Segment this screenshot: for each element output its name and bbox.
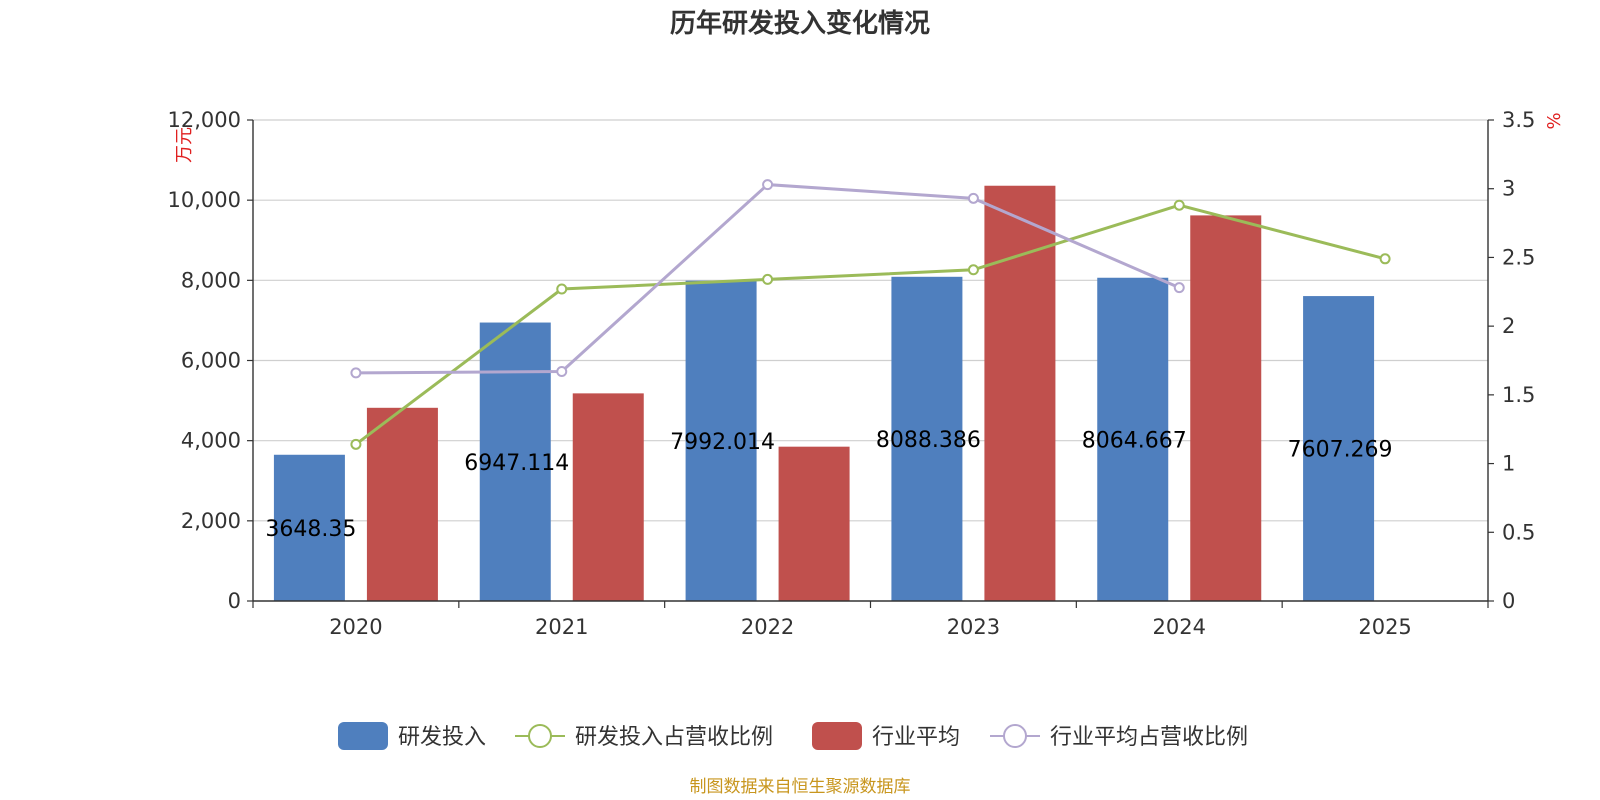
left-axis-tick-label: 8,000: [181, 268, 241, 292]
line-rd-ratio: [355, 203, 1386, 446]
point-industry-ratio: [350, 367, 362, 379]
bar-industry-average: [366, 407, 438, 601]
left-axis-tick-label: 2,000: [181, 509, 241, 533]
grid-lines: [253, 119, 1488, 522]
legend-item[interactable]: 行业平均: [812, 722, 960, 750]
point-rd-ratio: [1379, 253, 1391, 265]
point-industry-ratio: [556, 365, 568, 377]
bar-data-label: 7607.269: [1288, 438, 1393, 463]
legend-label: 研发投入占营收比例: [575, 725, 773, 750]
right-axis-tick-label: 2: [1502, 314, 1515, 338]
legend-item[interactable]: 研发投入占营收比例: [515, 724, 773, 750]
x-axis-tick-label: 2022: [741, 615, 794, 639]
source-note: 制图数据来自恒生聚源数据库: [690, 777, 911, 797]
legend: 研发投入 研发投入占营收比例 行业平均 行业平均占营收比例: [338, 722, 1248, 750]
bar-rd-investment: [479, 322, 551, 601]
legend-swatch: [812, 722, 862, 750]
axes: 0 2,000 4,000 6,000 8,000 10,000 12,000 0 0.5 1 1.…: [168, 108, 1536, 639]
legend-marker: [528, 724, 552, 748]
right-axis-tick-label: 3: [1502, 177, 1515, 201]
bar-rd-investment: [891, 276, 963, 601]
point-rd-ratio: [762, 273, 774, 285]
bar-data-label: 3648.35: [265, 517, 356, 542]
point-rd-ratio: [1173, 199, 1185, 211]
left-axis-tick-label: 10,000: [168, 188, 241, 212]
bar-industry-average: [572, 393, 644, 601]
bar-rd-investment: [685, 280, 757, 601]
bar-industry-average: [778, 446, 850, 601]
chart-title: 历年研发投入变化情况: [670, 8, 930, 39]
right-axis-tick-label: 1: [1502, 452, 1515, 476]
x-axis-tick-label: 2023: [947, 615, 1000, 639]
point-rd-ratio: [350, 438, 362, 450]
x-axis-tick-label: 2021: [535, 615, 588, 639]
point-rd-ratio: [556, 283, 568, 295]
bar-rd-investment: [1097, 277, 1169, 601]
x-axis-tick-label: 2020: [329, 615, 382, 639]
bar-data-label: 8064.667: [1082, 428, 1187, 453]
left-axis-tick-label: 4,000: [181, 429, 241, 453]
bars: [273, 185, 1375, 602]
bar-rd-investment: [273, 454, 345, 601]
x-axis-tick-label: 2025: [1358, 615, 1411, 639]
point-industry-ratio: [967, 192, 979, 204]
bar-rd-investment: [1303, 296, 1375, 601]
bar-data-label: 7992.014: [670, 430, 775, 455]
right-axis-tick-label: 3.5: [1502, 108, 1535, 132]
right-axis-tick-label: 1.5: [1502, 383, 1535, 407]
right-axis-tick-label: 2.5: [1502, 245, 1535, 269]
legend-label: 行业平均: [872, 725, 960, 750]
bar-data-label: 6947.114: [464, 451, 569, 476]
right-axis-tick-label: 0: [1502, 589, 1515, 613]
left-axis-tick-label: 12,000: [168, 108, 241, 132]
x-axis-tick-label: 2024: [1153, 615, 1206, 639]
bar-data-label: 8088.386: [876, 428, 981, 453]
point-industry-ratio: [1173, 282, 1185, 294]
right-axis-unit: %: [1544, 112, 1565, 129]
point-industry-ratio: [762, 179, 774, 191]
legend-item[interactable]: 行业平均占营收比例: [990, 724, 1248, 750]
left-axis-tick-label: 0: [228, 589, 241, 613]
series-lines: [350, 179, 1391, 450]
legend-swatch: [338, 722, 388, 750]
data-labels: 3648.35 6947.114 7992.014 8088.386 8064.667 7…: [265, 428, 1392, 542]
legend-label: 研发投入: [398, 725, 486, 750]
legend-label: 行业平均占营收比例: [1050, 725, 1248, 750]
left-axis-unit: 万元: [174, 127, 195, 163]
legend-item[interactable]: 研发投入: [338, 722, 486, 750]
right-axis-tick-label: 0.5: [1502, 520, 1535, 544]
legend-marker: [1003, 724, 1027, 748]
left-axis-tick-label: 6,000: [181, 349, 241, 373]
bar-industry-average: [1190, 215, 1262, 602]
point-rd-ratio: [967, 264, 979, 276]
